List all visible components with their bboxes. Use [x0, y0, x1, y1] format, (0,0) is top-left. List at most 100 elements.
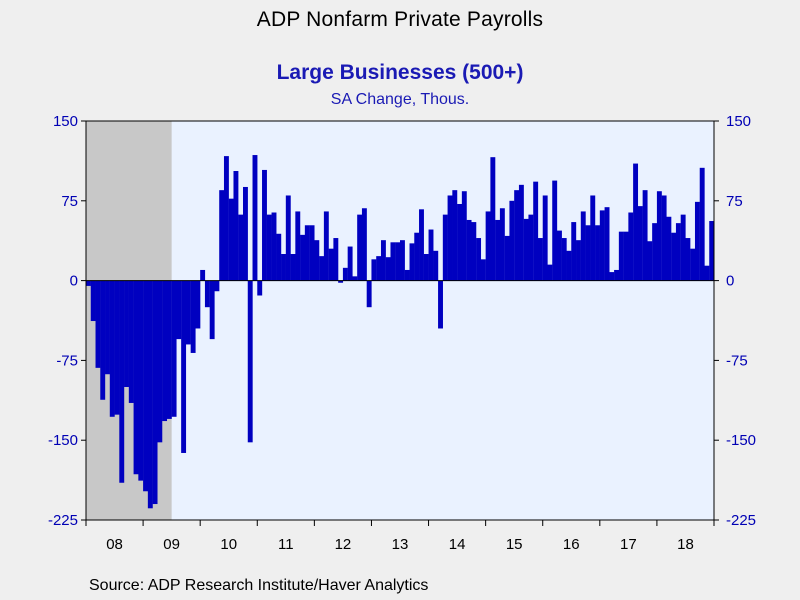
y-tick-label: 75 — [61, 193, 78, 210]
bar — [157, 280, 163, 443]
y-tick-label: 150 — [53, 113, 78, 130]
y-tick-label: 150 — [726, 113, 751, 130]
y-tick-label: -75 — [56, 352, 78, 369]
bar — [109, 280, 115, 417]
bar — [147, 280, 153, 509]
bar — [537, 238, 543, 281]
bar — [480, 259, 486, 281]
bar — [314, 240, 320, 281]
bar — [523, 218, 529, 281]
bar — [504, 235, 510, 281]
y-tick-label: 0 — [70, 273, 78, 290]
bar — [361, 208, 367, 281]
bar — [219, 190, 225, 281]
y-axis-left: 150 75 0 -75 -150 -225 — [48, 113, 86, 529]
bar — [642, 190, 648, 281]
bar — [618, 231, 624, 281]
bar — [428, 229, 434, 281]
y-tick-label: -150 — [726, 432, 756, 449]
bar — [528, 214, 534, 281]
x-tick-label: 12 — [335, 536, 352, 553]
bar — [400, 240, 405, 281]
y-tick-label: -150 — [48, 432, 78, 449]
bar — [485, 211, 491, 281]
bar — [671, 232, 677, 281]
bar — [262, 169, 267, 281]
chart-subtitle: Large Businesses (500+) — [276, 61, 524, 84]
bar — [233, 171, 239, 281]
bar — [114, 280, 120, 415]
bar — [423, 254, 429, 281]
bar — [404, 269, 410, 281]
bar — [276, 233, 282, 281]
bar — [614, 269, 619, 281]
bar — [647, 241, 653, 281]
bar — [376, 256, 382, 281]
bar — [499, 208, 505, 281]
bar — [185, 280, 191, 345]
bar — [476, 238, 482, 281]
bar — [257, 280, 263, 296]
x-tick-label: 11 — [278, 536, 294, 553]
bar — [433, 250, 439, 281]
bar — [190, 280, 196, 353]
bar — [171, 280, 177, 417]
bar — [656, 191, 662, 281]
bar — [675, 223, 681, 281]
bar — [495, 219, 501, 281]
bar — [90, 280, 96, 322]
bar — [547, 264, 553, 281]
bar — [461, 191, 467, 281]
bar — [209, 280, 215, 340]
bar — [661, 195, 667, 281]
bar — [119, 280, 125, 483]
bar — [633, 163, 639, 281]
bar — [128, 280, 134, 403]
x-axis: 08 09 10 11 12 13 14 15 16 17 18 — [85, 520, 715, 553]
bar — [204, 280, 210, 308]
bar — [628, 212, 634, 281]
y-tick-label: -225 — [726, 512, 756, 529]
x-tick-label: 09 — [163, 536, 180, 553]
bar — [518, 184, 524, 281]
bar — [181, 280, 187, 453]
x-tick-label: 16 — [563, 536, 580, 553]
bar — [561, 238, 567, 281]
bar — [243, 186, 248, 281]
x-tick-label: 08 — [106, 536, 123, 553]
bar — [347, 246, 353, 281]
bar — [266, 214, 272, 281]
bar — [542, 195, 548, 281]
bar — [580, 211, 586, 281]
x-tick-label: 10 — [220, 536, 237, 553]
bar — [200, 269, 206, 281]
bar — [319, 256, 325, 281]
bar — [533, 181, 539, 281]
bar — [690, 248, 696, 281]
bar — [447, 195, 453, 281]
y-tick-label: -75 — [726, 352, 748, 369]
bar — [371, 259, 377, 281]
bar — [599, 210, 605, 281]
bar — [323, 211, 329, 281]
bar — [309, 225, 315, 281]
bar — [238, 214, 244, 281]
bar — [442, 214, 448, 281]
bar — [637, 206, 643, 281]
x-tick-label: 15 — [506, 536, 523, 553]
bar — [595, 225, 600, 281]
source-note: Source: ADP Research Institute/Haver Ana… — [89, 577, 429, 594]
x-tick-label: 14 — [449, 536, 466, 553]
chart-units: SA Change, Thous. — [330, 91, 470, 108]
bar — [223, 156, 229, 281]
bar — [457, 203, 462, 281]
bar-series — [86, 155, 715, 509]
bar — [366, 280, 372, 308]
bar — [585, 225, 591, 281]
bar — [438, 280, 443, 329]
bar — [300, 234, 305, 281]
bar — [576, 240, 581, 281]
bar — [281, 254, 286, 281]
bar — [623, 231, 629, 281]
